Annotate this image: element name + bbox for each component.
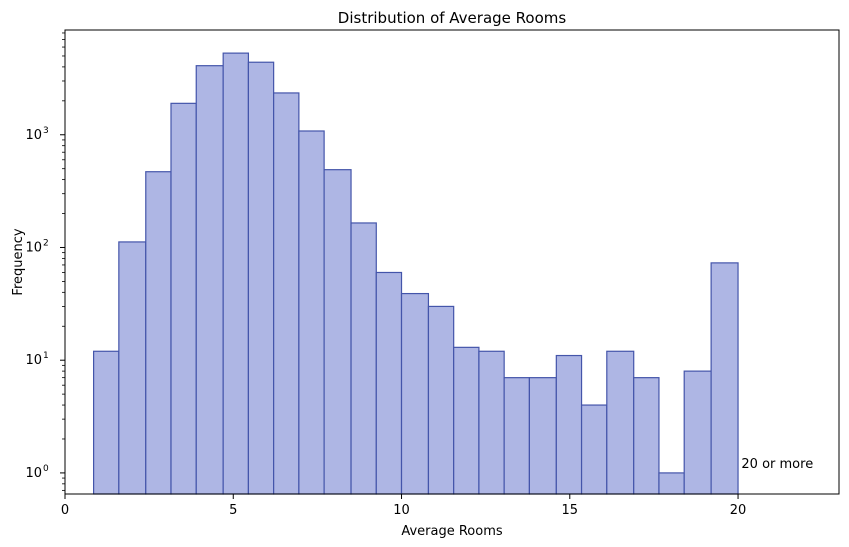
histogram-bar xyxy=(350,222,377,495)
y-tick-label: 10 xyxy=(25,353,42,368)
histogram-bar xyxy=(580,404,608,495)
histogram-bar xyxy=(118,241,147,495)
x-axis-ticks: 0 5 10 15 20 xyxy=(61,494,746,518)
histogram-bar xyxy=(633,377,660,495)
chart-title: Distribution of Average Rooms xyxy=(338,9,567,27)
histogram-bar xyxy=(298,130,325,495)
histogram-bar xyxy=(478,350,505,495)
x-tick-label: 0 xyxy=(61,503,69,518)
bars-group xyxy=(92,52,739,495)
histogram-bar xyxy=(606,350,635,495)
histogram-bar xyxy=(658,472,685,495)
histogram-bar xyxy=(92,350,120,495)
y-tick-label: 10 xyxy=(25,240,42,255)
histogram-bar xyxy=(528,377,557,495)
histogram-bar xyxy=(427,305,455,495)
y-tick-exponent: 2 xyxy=(43,238,49,248)
histogram-bar xyxy=(222,52,250,495)
histogram-bar xyxy=(323,169,352,495)
x-tick-label: 10 xyxy=(393,503,410,518)
histogram-bar xyxy=(555,354,583,495)
y-tick-exponent: 3 xyxy=(43,126,49,136)
y-axis-label: Frequency xyxy=(11,228,26,295)
histogram-bar xyxy=(503,377,531,495)
histogram-bar xyxy=(145,171,172,495)
y-tick-label: 10 xyxy=(25,466,42,481)
histogram-bar xyxy=(247,61,275,495)
y-tick-label: 10 xyxy=(25,128,42,143)
histogram-bar xyxy=(170,102,197,495)
histogram-bar xyxy=(400,292,430,495)
histogram-bar xyxy=(195,65,224,495)
histogram-bar xyxy=(683,370,712,495)
y-tick-exponent: 1 xyxy=(43,351,49,361)
x-tick-label: 15 xyxy=(562,503,579,518)
x-tick-label: 20 xyxy=(730,503,747,518)
x-axis-label: Average Rooms xyxy=(401,524,503,539)
histogram-bar xyxy=(710,262,739,495)
y-tick-exponent: 0 xyxy=(43,464,49,474)
overflow-annotation: 20 or more xyxy=(741,457,813,472)
histogram-bar xyxy=(375,271,403,495)
histogram-bar xyxy=(453,346,480,495)
plot-frame xyxy=(64,29,840,495)
histogram-bar xyxy=(273,92,300,495)
x-tick-label: 5 xyxy=(229,503,237,518)
